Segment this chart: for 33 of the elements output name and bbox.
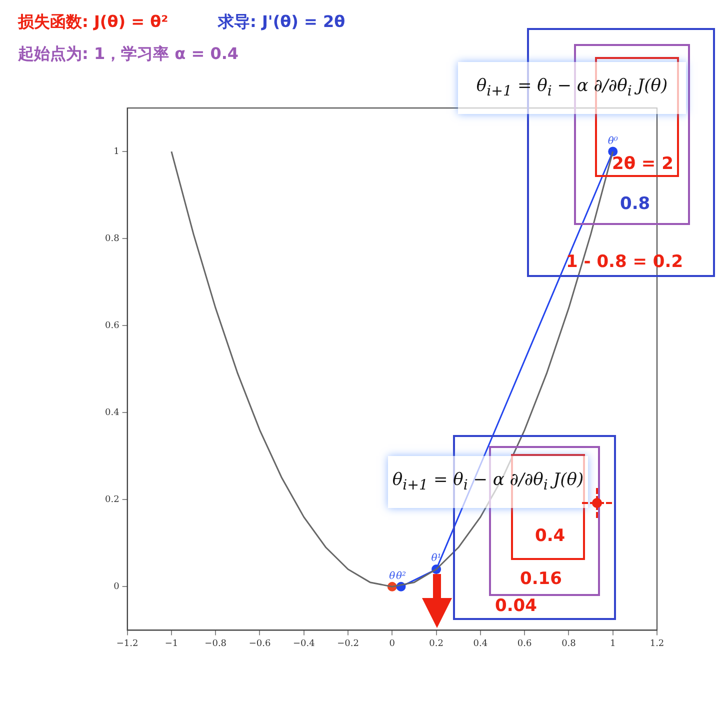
x-tick-label: 0.8	[562, 638, 576, 649]
x-tick-label: 0.6	[517, 638, 532, 649]
x-tick-label: −0.4	[292, 638, 316, 649]
x-tick-label: −0.8	[204, 638, 227, 649]
x-tick-label: −0.2	[337, 638, 359, 649]
x-tick-label: −0.6	[248, 638, 271, 649]
annotation: θ⁰	[608, 136, 618, 147]
annotation: 0.4	[535, 526, 566, 546]
annotation: 0.04	[495, 596, 537, 616]
annotation: 2θ = 2	[612, 154, 674, 174]
annotation: θ²	[396, 570, 406, 582]
x-tick-label: 0.2	[429, 638, 444, 649]
x-tick-label: 0.4	[473, 638, 488, 649]
text: θ$_{i+1}$ = θ$_{i}$ − α ∂/∂θ$_{i}$ J(θ)	[476, 76, 668, 100]
annotation: θ$_{i+1}$ = θ$_{i}$ − α ∂/∂θ$_{i}$ J(θ)	[392, 470, 584, 494]
x-tick-label: 0	[389, 638, 396, 649]
x-tick-label: −1	[164, 638, 178, 649]
annotation: 0.8	[620, 194, 650, 214]
x-tick-label: −1.2	[116, 638, 138, 649]
text: 求导: J'(θ) = 2θ	[218, 12, 346, 33]
annotation: θ¹	[431, 553, 442, 564]
x-tick-label: 1.2	[650, 638, 664, 649]
y-tick-label: 0.8	[104, 234, 120, 244]
annotation: θ	[389, 570, 396, 582]
y-tick-label: 1	[114, 146, 120, 157]
y-tick-label: 0.4	[104, 408, 120, 418]
y-tick-label: 0.2	[104, 494, 120, 505]
x-tick-label: 1	[610, 638, 616, 649]
annotation: 0.16	[520, 569, 562, 589]
chart-subtitle: 起始点为: 1，学习率 α = 0.4	[18, 44, 239, 65]
y-tick-label: 0.6	[104, 320, 120, 331]
y-tick-label: 0	[114, 582, 120, 592]
chart-title: 损失函数: J(θ) = θ²	[18, 12, 168, 33]
